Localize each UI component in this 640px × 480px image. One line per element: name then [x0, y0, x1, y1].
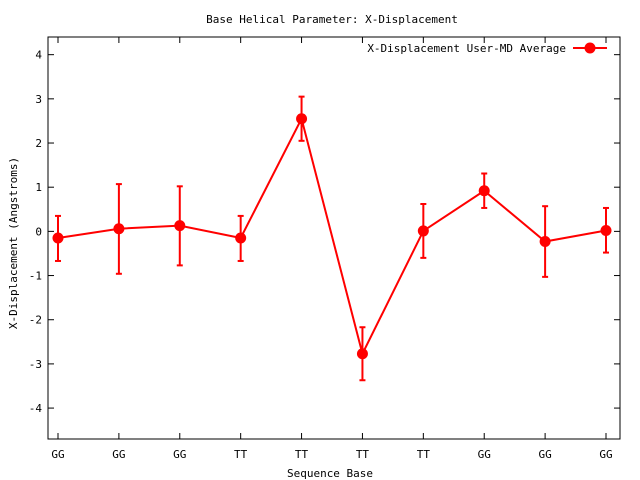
data-point	[356, 348, 368, 360]
plot-frame	[47, 36, 621, 440]
y-tick-label: -1	[29, 270, 42, 283]
y-tick-label: -2	[29, 314, 42, 327]
data-point	[296, 113, 308, 125]
x-tick-label: TT	[234, 448, 248, 461]
y-tick-label: -3	[29, 358, 42, 371]
x-tick-label: GG	[112, 448, 125, 461]
data-point	[478, 185, 490, 197]
x-tick-label: GG	[478, 448, 491, 461]
y-tick-label: -4	[29, 402, 43, 415]
data-point	[52, 232, 64, 244]
x-axis: GG GG GG TT TT TT TT GG GG GG	[51, 37, 613, 461]
chart-title: Base Helical Parameter: X-Displacement	[206, 13, 458, 26]
data-point	[174, 220, 186, 232]
y-tick-label: 3	[35, 93, 42, 106]
data-point	[235, 232, 247, 244]
y-axis-label: X-Displacement (Angstroms)	[7, 157, 20, 329]
data-point	[417, 225, 429, 237]
x-tick-label: TT	[295, 448, 309, 461]
series-layer	[52, 95, 612, 382]
legend: X-Displacement User-MD Average	[367, 42, 607, 55]
y-tick-label: 1	[35, 181, 42, 194]
data-point	[539, 236, 551, 248]
x-tick-label: TT	[356, 448, 370, 461]
x-tick-label: TT	[417, 448, 431, 461]
x-tick-label: GG	[538, 448, 551, 461]
legend-label: X-Displacement User-MD Average	[367, 42, 566, 55]
y-axis: -4 -3 -2 -1 0 1 2 3 4	[29, 49, 620, 415]
y-tick-label: 2	[35, 137, 42, 150]
x-tick-label: GG	[51, 448, 64, 461]
data-point	[600, 224, 612, 236]
x-tick-label: GG	[173, 448, 186, 461]
y-tick-label: 0	[35, 225, 42, 238]
x-axis-label: Sequence Base	[287, 467, 373, 480]
y-tick-label: 4	[35, 49, 42, 62]
legend-marker-swatch	[584, 42, 596, 54]
data-point	[113, 223, 125, 235]
x-tick-label: GG	[599, 448, 612, 461]
series-line	[57, 115, 607, 357]
